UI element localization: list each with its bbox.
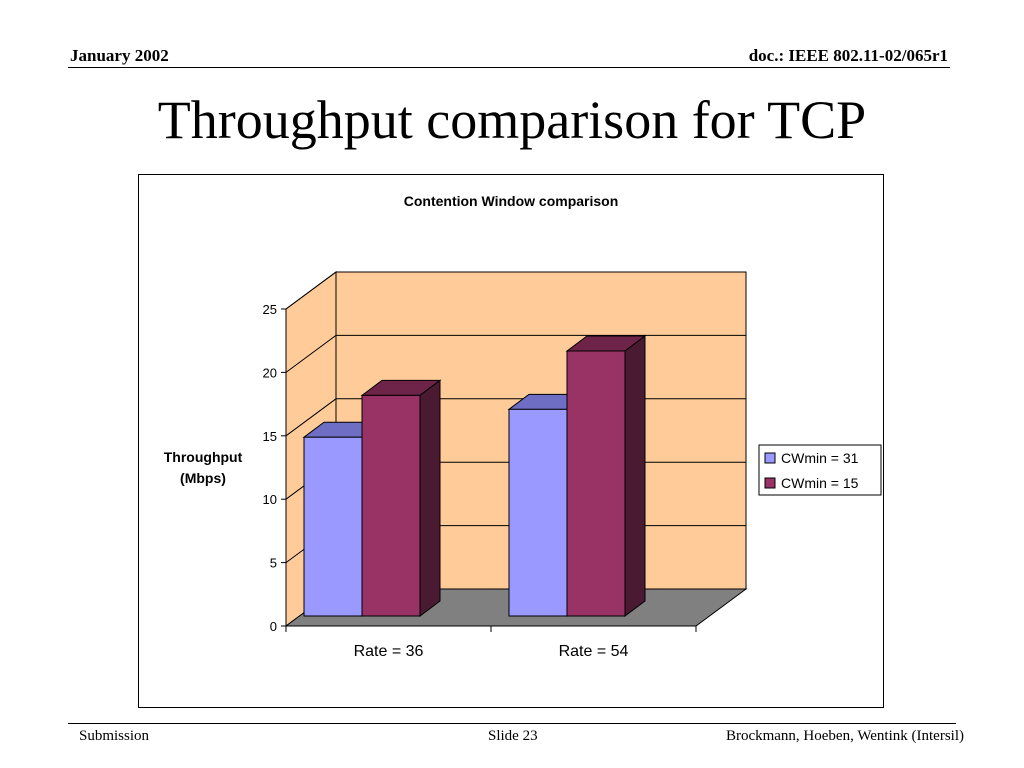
header-divider: [68, 67, 950, 68]
bar-2-1: [361, 394, 421, 617]
footer-slide-number: Slide 23: [488, 728, 538, 744]
y-tick-label: 5: [270, 556, 277, 571]
y-tick-label: 10: [263, 492, 277, 507]
legend-swatch: [764, 452, 776, 464]
legend-swatch: [764, 477, 776, 489]
gridline: [285, 271, 746, 310]
chart-frame: 0 5 10 15 20 25 Rate = 36 Rate = 54 Contention W…: [138, 174, 884, 708]
legend-label: CWmin = 31: [781, 450, 859, 466]
chart-title: Contention Window comparison: [404, 193, 619, 209]
y-tick-label: 0: [270, 619, 277, 634]
y-tick-label: 15: [263, 429, 277, 444]
footer-submission: Submission: [79, 728, 150, 744]
gridline: [285, 334, 746, 373]
y-tick-label: 25: [263, 302, 277, 317]
slide-title: Throughput comparison for TCP: [157, 90, 867, 150]
x-category-label: Rate = 36: [354, 643, 424, 660]
y-axis-label: (Mbps): [180, 470, 226, 486]
y-tick-label: 20: [263, 365, 277, 380]
bar-side: [624, 334, 646, 617]
bar-2-2: [566, 350, 626, 617]
bar-1-2: [508, 408, 568, 617]
bar-1-1: [303, 436, 363, 617]
x-category-label: Rate = 54: [559, 643, 629, 660]
bar-chart: 0 5 10 15 20 25 Rate = 36 Rate = 54 Contention W…: [164, 193, 882, 660]
legend-label: CWmin = 15: [781, 475, 859, 491]
footer-divider: [68, 723, 956, 724]
legend-box: [758, 444, 882, 496]
y-axis-label: Throughput: [164, 449, 243, 465]
header-date: January 2002: [70, 46, 169, 65]
bar-side: [419, 379, 441, 617]
header-doc-id: doc.: IEEE 802.11-02/065r1: [748, 46, 948, 65]
footer-authors: Brockmann, Hoeben, Wentink (Intersil): [725, 728, 964, 744]
